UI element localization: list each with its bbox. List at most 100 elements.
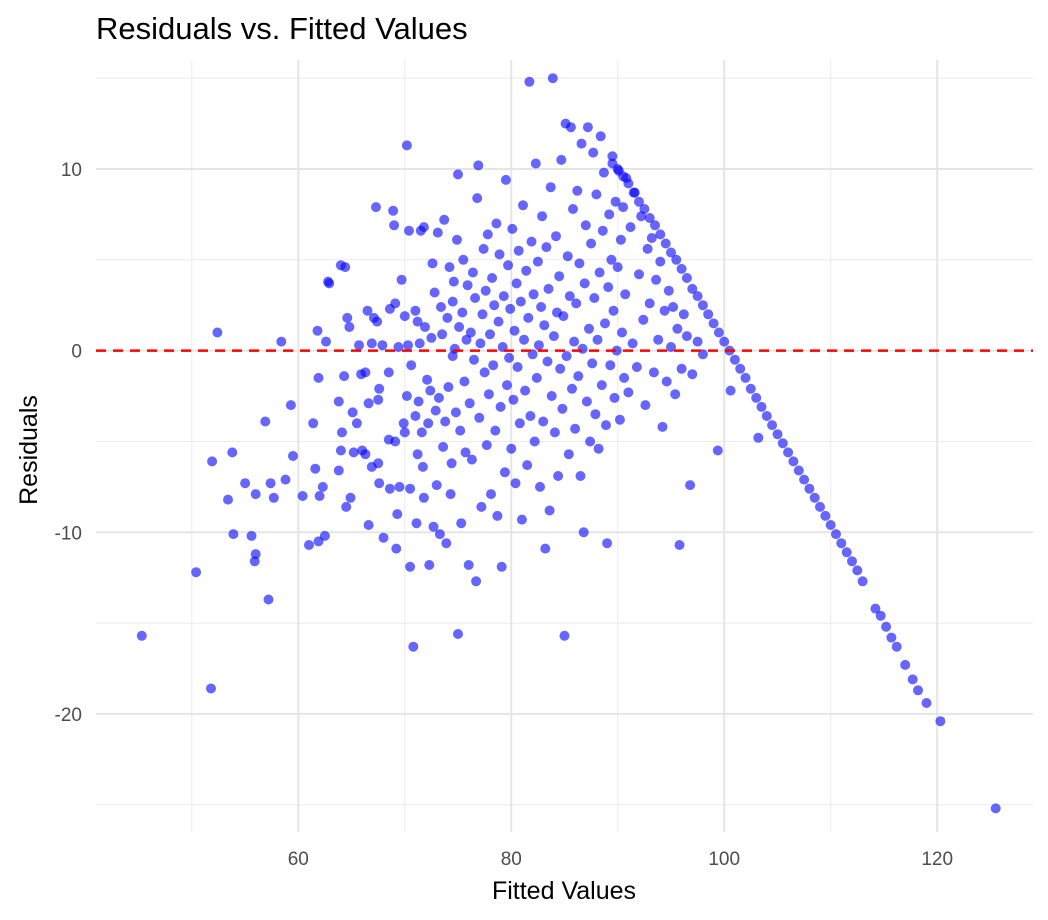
data-point	[465, 327, 476, 338]
data-point	[729, 354, 740, 365]
data-point	[536, 302, 547, 312]
data-point	[907, 674, 918, 685]
data-point	[606, 254, 617, 265]
data-point	[507, 223, 518, 234]
data-point	[900, 659, 911, 670]
data-point	[489, 300, 500, 311]
data-point	[601, 420, 611, 431]
data-point	[335, 445, 346, 456]
data-point	[339, 371, 350, 382]
data-point	[360, 367, 371, 378]
data-point	[661, 376, 672, 387]
data-point	[537, 211, 548, 222]
data-point	[788, 456, 799, 467]
data-point	[408, 641, 419, 652]
data-point	[628, 187, 639, 198]
data-point	[446, 458, 457, 469]
data-point	[363, 520, 374, 530]
data-point	[475, 338, 486, 349]
data-point	[476, 501, 487, 512]
data-point	[523, 312, 534, 323]
data-point	[545, 182, 556, 193]
data-point	[514, 418, 525, 429]
data-point	[703, 309, 714, 320]
data-point	[464, 398, 475, 409]
data-point	[223, 494, 233, 505]
data-point	[578, 527, 589, 538]
data-point	[608, 305, 619, 316]
data-point	[384, 483, 395, 494]
data-point	[623, 387, 634, 398]
data-point	[399, 427, 410, 438]
data-point	[512, 362, 523, 372]
data-point	[651, 274, 662, 285]
data-point	[418, 492, 429, 503]
data-point	[672, 323, 683, 334]
data-point	[483, 389, 494, 400]
data-point	[653, 334, 664, 345]
data-point	[551, 231, 561, 242]
data-point	[493, 316, 504, 327]
data-point	[713, 327, 724, 338]
data-point	[418, 222, 429, 233]
data-point	[401, 391, 412, 401]
data-point	[847, 556, 857, 567]
data-point	[268, 492, 279, 503]
data-point	[581, 396, 592, 407]
data-point	[477, 309, 488, 320]
data-point	[579, 278, 590, 289]
data-point	[767, 420, 778, 431]
data-point	[524, 76, 535, 87]
y-tick-label: -10	[55, 523, 82, 544]
data-point	[557, 403, 568, 414]
data-point	[373, 458, 384, 469]
data-point	[639, 204, 650, 214]
data-point	[676, 363, 687, 374]
data-point	[455, 425, 466, 436]
data-point	[820, 510, 831, 521]
data-point	[595, 131, 606, 142]
data-point	[544, 505, 555, 516]
data-point	[454, 322, 465, 332]
data-point	[571, 298, 582, 309]
data-point	[478, 243, 489, 254]
y-axis-ticks: -20 -10 0 10	[55, 160, 82, 726]
data-point	[580, 220, 591, 231]
data-point	[612, 164, 623, 174]
data-point	[582, 122, 593, 133]
data-point	[341, 501, 352, 512]
data-point	[539, 320, 550, 331]
data-point	[396, 274, 407, 285]
data-point	[561, 351, 572, 362]
data-point	[676, 263, 687, 274]
data-point	[363, 398, 374, 409]
data-point	[362, 305, 373, 316]
data-point	[345, 492, 356, 503]
data-point	[891, 641, 902, 652]
data-point	[540, 543, 551, 554]
data-point	[206, 683, 216, 694]
data-point	[577, 343, 588, 354]
data-point	[685, 480, 696, 491]
data-point	[373, 394, 384, 405]
data-point	[413, 396, 424, 407]
data-point	[681, 331, 692, 342]
data-point	[753, 432, 764, 443]
data-point	[809, 492, 820, 503]
data-point	[511, 278, 522, 289]
data-point	[391, 543, 402, 554]
chart-title: Residuals vs. Fitted Values	[96, 11, 468, 46]
data-point	[490, 425, 501, 436]
data-point	[354, 340, 364, 351]
data-point	[648, 367, 659, 378]
data-point	[394, 481, 405, 492]
data-point	[596, 380, 607, 391]
data-point	[393, 342, 404, 352]
data-point	[405, 561, 416, 572]
data-point	[439, 214, 450, 225]
data-point	[390, 436, 401, 447]
data-point	[509, 325, 520, 336]
data-point	[870, 603, 881, 614]
data-point	[751, 392, 762, 403]
data-point	[692, 336, 703, 347]
